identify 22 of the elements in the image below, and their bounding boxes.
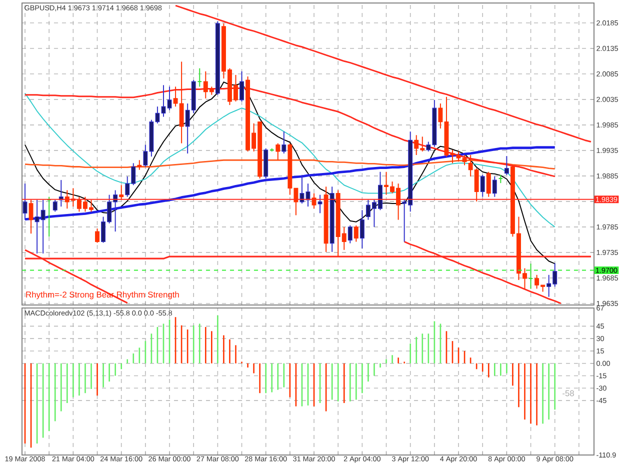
- candlestick: [95, 228, 100, 244]
- candlestick: [167, 86, 172, 111]
- candlestick: [312, 192, 316, 210]
- candlestick: [486, 171, 491, 198]
- candlestick: [504, 156, 509, 176]
- candlestick: [528, 263, 534, 290]
- candlestick: [480, 174, 485, 198]
- candlestick: [282, 131, 286, 154]
- candlestick: [354, 224, 358, 242]
- candlestick: [348, 224, 352, 244]
- candlestick: [119, 184, 124, 200]
- candlestick: [137, 160, 142, 170]
- annotation: -58: [562, 390, 574, 396]
- candlestick: [318, 194, 322, 214]
- candlestick: [197, 68, 202, 88]
- candlestick: [22, 183, 28, 220]
- candlestick: [240, 70, 244, 102]
- candlestick: [276, 142, 280, 161]
- candlestick: [28, 199, 34, 234]
- candlestick: [360, 210, 364, 249]
- candlestick: [492, 176, 497, 198]
- candlestick: [52, 199, 58, 212]
